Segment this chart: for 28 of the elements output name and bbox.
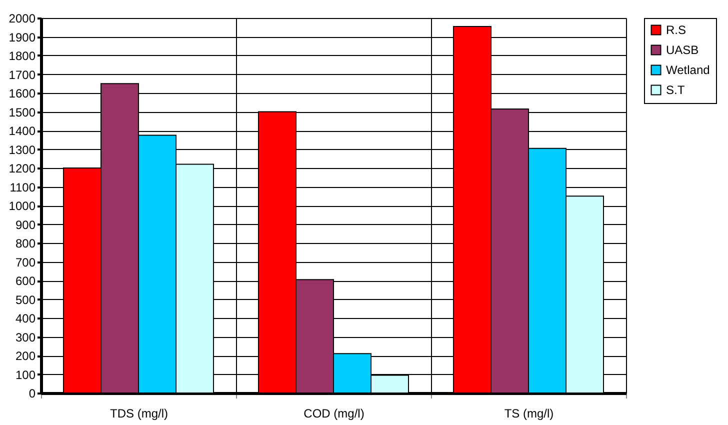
y-tick-label: 1300: [8, 142, 36, 157]
y-tick-label: 0: [28, 386, 36, 400]
y-tick-label: 700: [15, 255, 36, 270]
y-tick-label: 800: [15, 236, 36, 250]
y-tick-label: 1500: [8, 105, 36, 120]
y-tick-label: 1700: [8, 68, 36, 82]
y-tick-label: 1800: [8, 49, 36, 63]
y-tick-label: 1100: [10, 180, 36, 194]
y-tick-label: 1400: [8, 124, 36, 138]
legend-label: Wetland: [666, 63, 710, 77]
y-tick-label: 500: [15, 292, 36, 307]
y-tick-label: 1900: [8, 30, 36, 44]
x-tick-label: TDS (mg/l): [110, 406, 168, 420]
y-tick-label: 300: [15, 330, 36, 344]
legend-label: R.S: [666, 23, 686, 37]
y-tick-label: 400: [15, 312, 36, 326]
legend-label: S.T: [666, 83, 686, 97]
y-tick-label: 1000: [8, 199, 36, 213]
y-tick-label: 200: [15, 349, 36, 363]
y-tick-label: 600: [15, 274, 36, 288]
legend-label: UASB: [666, 43, 699, 57]
x-tick-label: TS (mg/l): [504, 406, 554, 420]
y-tick-label: 1600: [8, 86, 36, 100]
y-tick-label: 100: [15, 368, 36, 382]
x-tick-label: COD (mg/l): [304, 406, 364, 420]
y-tick-label: 2000: [8, 12, 36, 26]
y-tick-label: 1200: [8, 162, 36, 176]
y-tick-label: 900: [15, 218, 36, 232]
